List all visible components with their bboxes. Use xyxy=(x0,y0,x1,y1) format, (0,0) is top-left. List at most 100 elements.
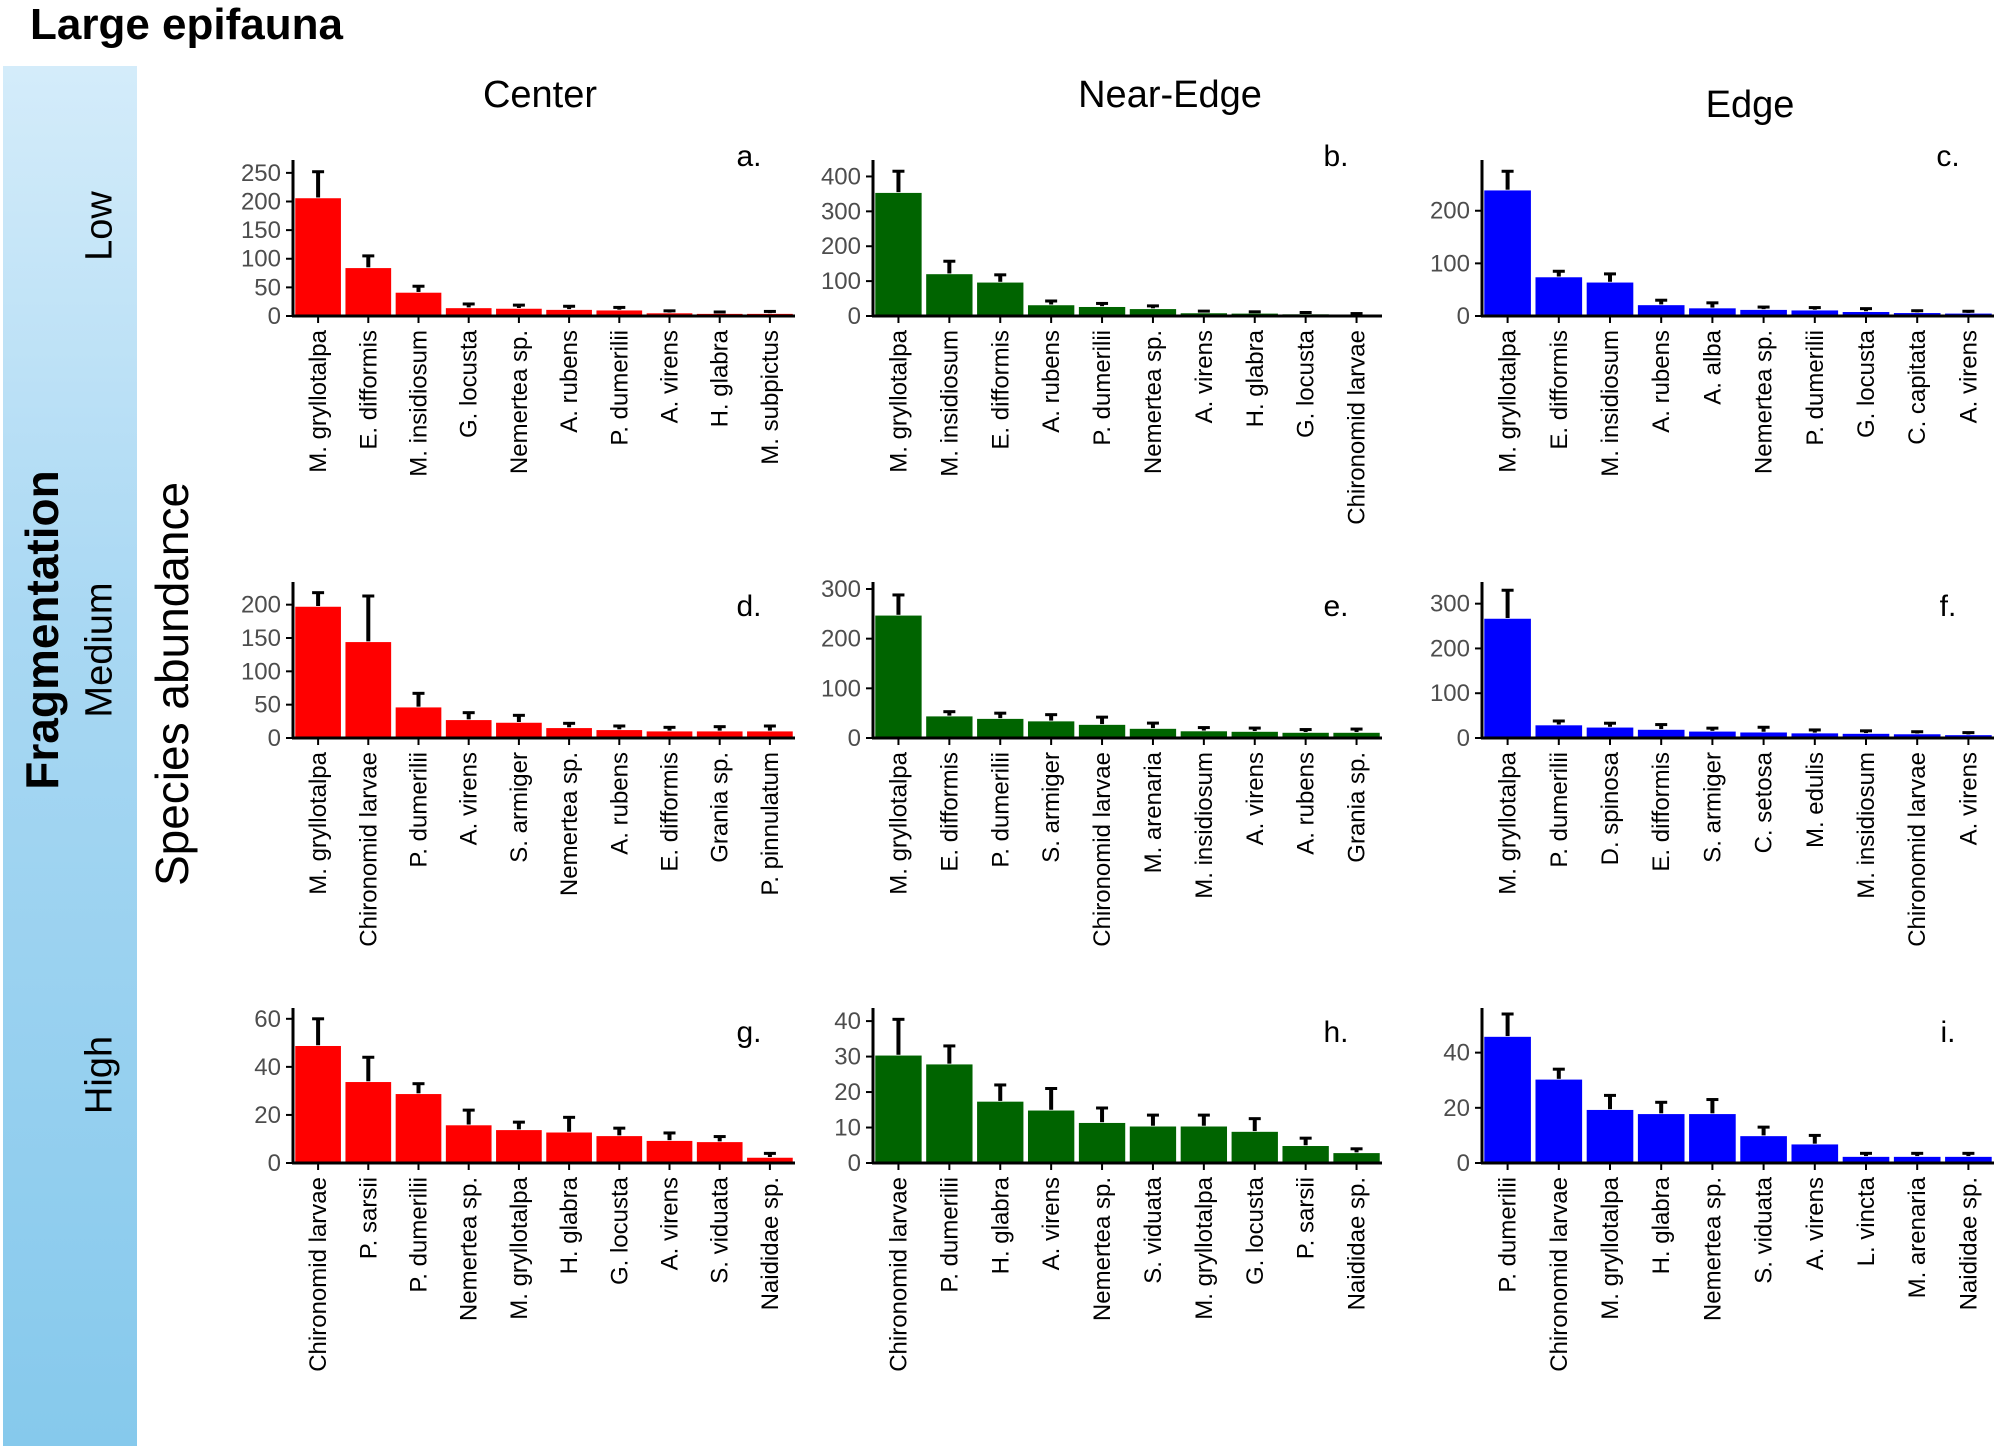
x-tick-label: M. subpictus xyxy=(757,330,784,465)
x-tick-label: Nemertea sp. xyxy=(1140,330,1167,474)
panel-letter: d. xyxy=(736,590,761,623)
bar xyxy=(394,1092,443,1164)
x-tick-label: A. virens xyxy=(1242,752,1269,845)
x-tick-label: H. glabra xyxy=(987,1176,1014,1274)
y-tick-label: 300 xyxy=(1430,591,1470,618)
bar xyxy=(975,281,1025,317)
panel-letter: b. xyxy=(1323,140,1348,173)
bar xyxy=(394,705,443,739)
x-tick-label: Nemertea sp. xyxy=(1699,1177,1726,1321)
x-tick-label: E. difformis xyxy=(936,752,963,872)
panel-g: Chironomid larvae P. sarsii P. dumerilii Ne… xyxy=(254,1006,795,1372)
bar xyxy=(1482,188,1533,317)
panel-a: M. gryllotalpa E. difformis M. insidiosum G… xyxy=(241,140,795,477)
y-tick-label: 0 xyxy=(268,303,281,330)
y-tick-label: 60 xyxy=(254,1006,281,1033)
x-tick-label: G. locusta xyxy=(1242,1176,1269,1285)
bar xyxy=(1533,275,1584,317)
panel-letter: g. xyxy=(736,1016,761,1049)
x-tick-label: H. glabra xyxy=(556,1176,583,1274)
x-tick-label: M. gryllotalpa xyxy=(305,751,332,894)
y-tick-label: 200 xyxy=(1430,635,1470,662)
x-tick-label: D. spinosa xyxy=(1597,751,1624,865)
x-tick-label: A. virens xyxy=(657,330,684,423)
bar xyxy=(494,721,544,739)
y-tick-label: 0 xyxy=(848,1150,861,1177)
bar xyxy=(1026,1109,1076,1164)
bar xyxy=(594,1134,644,1164)
y-tick-label: 20 xyxy=(1443,1095,1470,1122)
x-tick-label: A. virens xyxy=(657,1177,684,1270)
bar xyxy=(645,1139,694,1164)
x-tick-label: P. dumerilii xyxy=(1802,330,1829,446)
panel-d: M. gryllotalpa Chironomid larvae P. dumeri… xyxy=(241,582,795,947)
x-tick-label: A. alba xyxy=(1699,329,1726,404)
x-tick-label: P. dumerilii xyxy=(936,1177,963,1293)
bar xyxy=(444,718,494,739)
bar xyxy=(924,272,975,317)
panel-e: M. gryllotalpa E. difformis P. dumerilii S.… xyxy=(821,576,1382,947)
panel-h: Chironomid larvae P. dumerilii H. glabra A.… xyxy=(834,1008,1382,1372)
x-tick-label: A. virens xyxy=(1191,330,1218,423)
bar xyxy=(1026,303,1076,317)
x-tick-label: S. viduata xyxy=(707,1176,734,1283)
x-tick-label: G. locusta xyxy=(456,329,483,438)
y-tick-label: 0 xyxy=(268,1150,281,1177)
bar xyxy=(695,1140,745,1164)
bar xyxy=(544,726,594,739)
x-tick-label: P. dumerilii xyxy=(1089,330,1116,446)
x-tick-label: Nemertea sp. xyxy=(556,752,583,896)
x-tick-label: E. difformis xyxy=(355,330,382,450)
bar xyxy=(293,196,343,317)
x-tick-label: P. dumerilii xyxy=(1546,752,1573,868)
x-tick-label: H. glabra xyxy=(1242,329,1269,427)
x-tick-label: E. difformis xyxy=(1546,330,1573,450)
x-tick-label: M. insidiosum xyxy=(406,330,433,477)
fragmentation-band xyxy=(3,66,137,1446)
bar xyxy=(1230,1130,1280,1164)
y-tick-label: 100 xyxy=(241,658,281,685)
y-tick-label: 0 xyxy=(1457,725,1470,752)
y-tick-label: 100 xyxy=(1430,680,1470,707)
x-tick-label: M. insidiosum xyxy=(936,330,963,477)
panel-i: P. dumerilii Chironomid larvae M. gryllota… xyxy=(1443,1008,1994,1372)
x-tick-label: Chironomid larvae xyxy=(355,752,382,947)
x-tick-label: Naididae sp. xyxy=(1955,1177,1982,1310)
x-tick-label: Chironomid larvae xyxy=(1344,330,1371,525)
bar xyxy=(1077,723,1127,739)
column-label-center: Center xyxy=(482,74,598,116)
x-tick-label: A. virens xyxy=(456,752,483,845)
y-tick-label: 300 xyxy=(821,576,861,603)
bar xyxy=(1179,1125,1229,1164)
y-tick-label: 400 xyxy=(821,163,861,190)
x-tick-label: E. difformis xyxy=(987,330,1014,450)
panel-f: M. gryllotalpa P. dumerilii D. spinosa E. d… xyxy=(1430,582,1994,947)
x-tick-label: Nemertea sp. xyxy=(506,330,533,474)
bar xyxy=(1738,1134,1789,1164)
x-tick-label: M. insidiosum xyxy=(1597,330,1624,477)
x-tick-label: Chironomid larvae xyxy=(885,1177,912,1372)
x-tick-label: Grania sp. xyxy=(1344,752,1371,863)
y-tick-label: 200 xyxy=(1430,198,1470,225)
y-tick-label: 0 xyxy=(1457,1150,1470,1177)
x-tick-label: Chironomid larvae xyxy=(1546,1177,1573,1372)
x-tick-label: G. locusta xyxy=(1853,329,1880,438)
panel-letter: f. xyxy=(1940,590,1957,623)
bar xyxy=(343,266,393,317)
x-tick-label: Naididae sp. xyxy=(757,1177,784,1310)
bar xyxy=(1687,1112,1738,1164)
x-tick-label: C. capitata xyxy=(1904,329,1931,444)
bar xyxy=(544,1131,594,1164)
bar xyxy=(1585,726,1635,739)
bar xyxy=(1077,1121,1127,1164)
x-tick-label: A. virens xyxy=(1802,1177,1829,1270)
figure-title: Large epifauna xyxy=(30,0,343,49)
panel-letter: e. xyxy=(1323,590,1348,623)
y-tick-label: 0 xyxy=(848,725,861,752)
x-tick-label: M. gryllotalpa xyxy=(1191,1176,1218,1319)
x-tick-label: P. dumerilii xyxy=(406,1177,433,1293)
x-tick-label: A. rubens xyxy=(606,752,633,855)
column-label-near-edge: Near-Edge xyxy=(1078,74,1262,116)
x-tick-label: M. gryllotalpa xyxy=(506,1176,533,1319)
